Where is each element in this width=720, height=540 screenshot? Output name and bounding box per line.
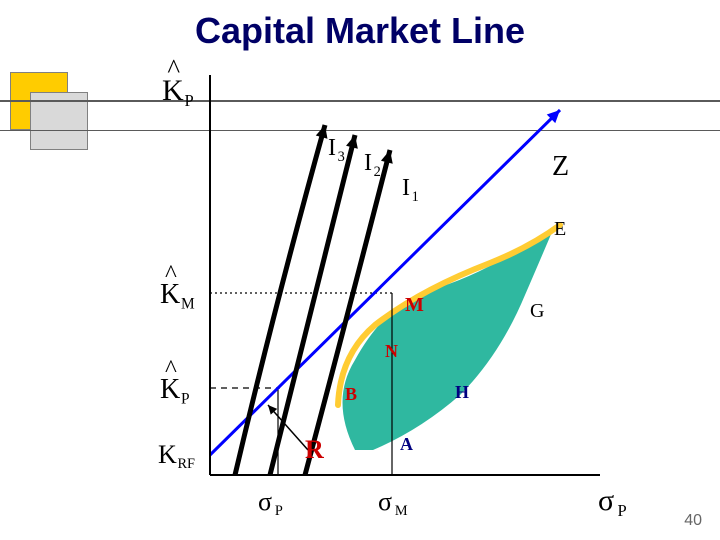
label-r: R [305,435,324,464]
cml-diagram: ZEGMNHBARI3I2I1^KP^KM^KPKRFσPσMσP [130,55,630,525]
sigma-m: σ [378,487,392,516]
svg-text:P: P [618,501,627,520]
indifference-curve-2 [270,135,355,475]
axis-label-k-m: K [160,279,180,310]
axis-label-k-p: K [160,374,180,405]
label-z: Z [552,151,569,182]
page-number: 40 [684,512,702,530]
label-m: M [405,294,424,316]
axis-label-k-p: K [162,74,184,107]
svg-text:M: M [395,503,408,519]
svg-text:M: M [181,296,195,313]
sigma-p: σ [258,487,272,516]
label-n: N [385,341,398,361]
svg-text:3: 3 [338,149,345,165]
svg-text:1: 1 [412,189,419,205]
slide-title: Capital Market Line [0,10,720,52]
svg-text:RF: RF [178,456,196,472]
svg-text:P: P [275,503,283,519]
label-b: B [345,384,357,404]
svg-text:P: P [185,91,194,110]
axis-label-k-rf: K [158,440,177,469]
label-i1: I [402,175,410,201]
label-i3: I [328,135,336,161]
efficient-set-region [343,225,556,450]
svg-text:P: P [181,391,190,408]
label-e: E [554,218,566,240]
label-h: H [455,382,469,402]
sigma-p: σ [598,484,614,517]
label-a: A [400,434,413,454]
label-i2: I [364,150,372,176]
label-g: G [530,300,544,322]
svg-text:2: 2 [374,164,381,180]
